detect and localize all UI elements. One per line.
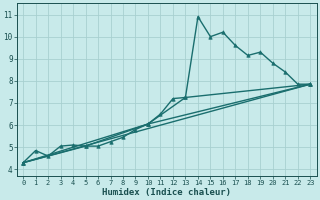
X-axis label: Humidex (Indice chaleur): Humidex (Indice chaleur): [102, 188, 231, 197]
